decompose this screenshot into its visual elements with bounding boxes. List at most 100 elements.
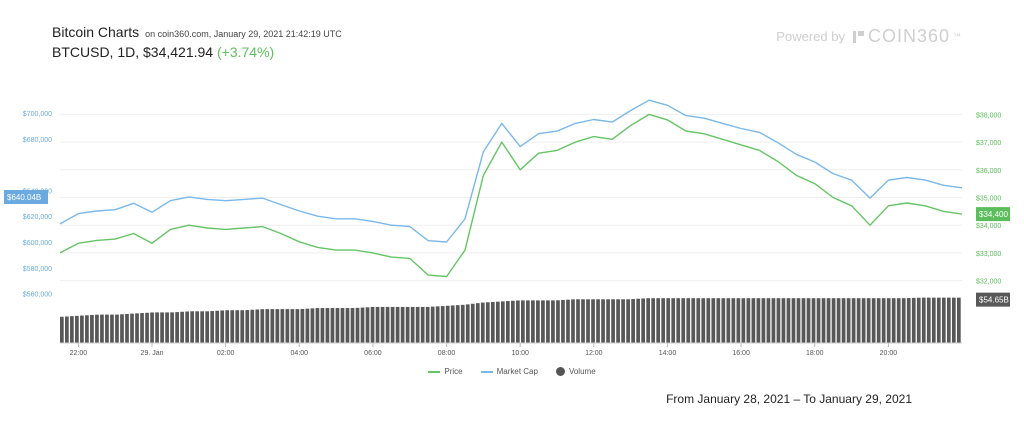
- right-axis-tick-label: $37,000: [976, 140, 1001, 147]
- volume-bar: [460, 304, 465, 343]
- legend-market-cap-swatch: [480, 370, 493, 373]
- volume-bar: [801, 298, 806, 343]
- volume-bar: [290, 309, 295, 343]
- volume-bar: [566, 299, 570, 343]
- volume-bar: [831, 298, 836, 343]
- volume-bar: [325, 308, 330, 343]
- volume-bar: [60, 316, 64, 343]
- volume-bar: [495, 301, 500, 343]
- volume-bar: [165, 312, 169, 343]
- volume-bar: [315, 308, 320, 343]
- volume-bar: [175, 312, 179, 343]
- right-current-value-label: $34,400: [979, 210, 1008, 219]
- legend-volume-swatch: [555, 367, 565, 376]
- volume-bar: [405, 306, 410, 343]
- volume-bar: [536, 300, 540, 343]
- volume-bar: [90, 314, 94, 343]
- volume-bar: [430, 306, 435, 343]
- volume-bar: [310, 308, 315, 343]
- volume-bar: [470, 303, 475, 343]
- volume-bar: [255, 309, 260, 343]
- volume-bar: [816, 298, 821, 343]
- date-range: From January 28, 2021 – To January 29, 2…: [666, 392, 912, 406]
- left-axis-tick-label: $600,000: [23, 240, 52, 247]
- coin360-logo[interactable]: COIN360 ™: [852, 26, 962, 47]
- volume-bar: [881, 298, 886, 343]
- volume-bar: [105, 314, 109, 343]
- volume-bar: [811, 298, 816, 343]
- volume-bar: [746, 298, 751, 343]
- volume-bar: [696, 298, 701, 343]
- volume-bar: [485, 302, 490, 343]
- volume-bar: [596, 299, 600, 343]
- volume-bar: [771, 298, 776, 343]
- volume-bar: [636, 298, 640, 343]
- volume-bar: [70, 316, 74, 343]
- volume-bar: [225, 310, 230, 343]
- left-axis-tick-label: $700,000: [23, 111, 52, 118]
- x-axis-tick-label: 29. Jan: [141, 350, 164, 357]
- volume-bar: [741, 298, 746, 343]
- legend-market-cap-label: Market Cap: [496, 367, 538, 376]
- volume-bar: [110, 314, 114, 343]
- volume-bar: [616, 299, 620, 343]
- volume-bar: [270, 309, 275, 343]
- volume-bar: [135, 313, 139, 343]
- legend-item-market-cap[interactable]: Market Cap: [480, 367, 538, 376]
- volume-bar: [681, 298, 686, 343]
- volume-bar: [591, 299, 595, 343]
- coin360-mark-icon: [852, 30, 865, 44]
- volume-bar: [320, 308, 325, 343]
- chart-title: Bitcoin Charts: [52, 24, 140, 40]
- volume-bar: [245, 310, 250, 343]
- left-axis-tick-label: $560,000: [23, 292, 52, 299]
- x-axis-tick-label: 08:00: [438, 350, 456, 357]
- right-axis-tick-label: $36,000: [976, 168, 1001, 175]
- volume-bar: [455, 305, 460, 343]
- volume-bar: [526, 300, 530, 343]
- volume-bar: [576, 299, 580, 343]
- volume-bar: [395, 306, 400, 343]
- volume-bar: [546, 300, 550, 343]
- volume-bar: [365, 307, 370, 343]
- volume-bar: [435, 306, 440, 343]
- volume-bar: [130, 313, 134, 343]
- volume-current-value-bg: [976, 292, 1010, 307]
- x-axis-tick-label: 14:00: [659, 350, 677, 357]
- volume-bar: [180, 311, 184, 343]
- volume-bar: [956, 297, 961, 343]
- volume-bar: [686, 298, 691, 343]
- volume-bar: [340, 308, 345, 343]
- volume-bar: [796, 298, 801, 343]
- volume-bar: [280, 309, 285, 343]
- volume-bar: [260, 309, 265, 343]
- volume-bar: [901, 298, 906, 343]
- volume-bar: [836, 298, 841, 343]
- legend-item-volume[interactable]: Volume: [555, 367, 596, 376]
- legend-item-price[interactable]: Price: [428, 367, 463, 376]
- volume-bar: [556, 300, 560, 343]
- volume-bar: [676, 298, 681, 343]
- powered-by[interactable]: Powered by COIN360 ™: [776, 26, 962, 47]
- x-axis-tick-label: 06:00: [364, 350, 382, 357]
- volume-bar: [691, 298, 696, 343]
- volume-bar: [380, 306, 385, 343]
- price-line: BTCUSD, 1D, $34,421.94 (+3.74%): [52, 44, 342, 60]
- volume-bar: [155, 312, 159, 343]
- volume-bar: [95, 314, 99, 343]
- right-axis-tick-label: $38,000: [976, 112, 1001, 119]
- powered-by-text: Powered by: [776, 29, 845, 44]
- volume-bar: [531, 300, 535, 343]
- volume-bar: [480, 302, 485, 343]
- legend: Price Market Cap Volume: [0, 367, 1024, 376]
- volume-bar: [170, 312, 174, 343]
- left-current-value-label: $640.04B: [7, 193, 41, 202]
- volume-bar: [891, 298, 896, 343]
- volume-bar: [100, 314, 104, 343]
- volume-bar: [706, 298, 711, 343]
- volume-bar: [711, 298, 716, 343]
- volume-bar: [285, 309, 290, 343]
- volume-bar: [646, 298, 651, 343]
- volume-bar: [410, 306, 415, 343]
